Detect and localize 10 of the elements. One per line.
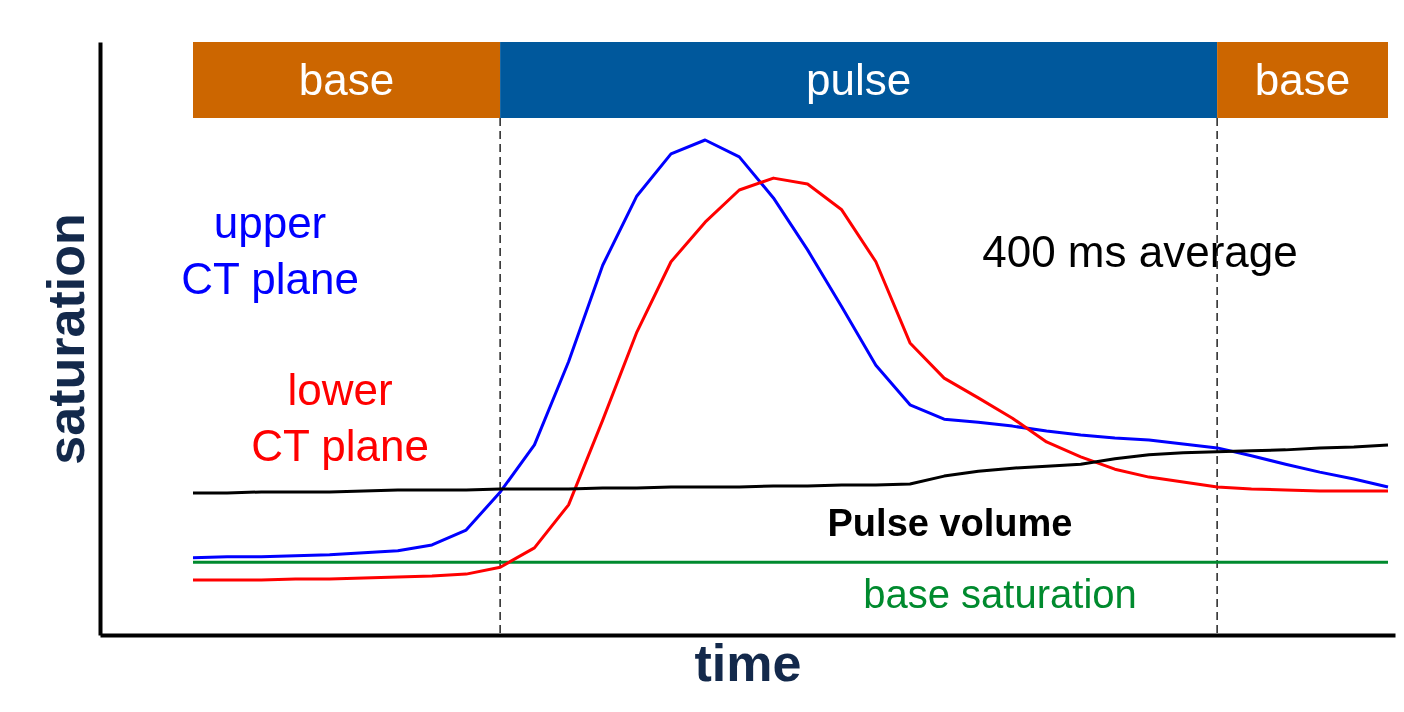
text: 400 ms average bbox=[982, 227, 1298, 276]
text: lower CT plane bbox=[251, 365, 429, 470]
x-axis-title: time bbox=[694, 633, 802, 692]
ref-line-label: base saturation bbox=[863, 572, 1137, 617]
text: upper CT plane bbox=[181, 198, 359, 303]
text: base bbox=[1254, 55, 1351, 104]
y-axis-title: saturation bbox=[36, 213, 95, 465]
annotation: Pulse volume bbox=[827, 502, 1073, 544]
text: base bbox=[298, 55, 395, 104]
text: pulse bbox=[806, 55, 912, 104]
